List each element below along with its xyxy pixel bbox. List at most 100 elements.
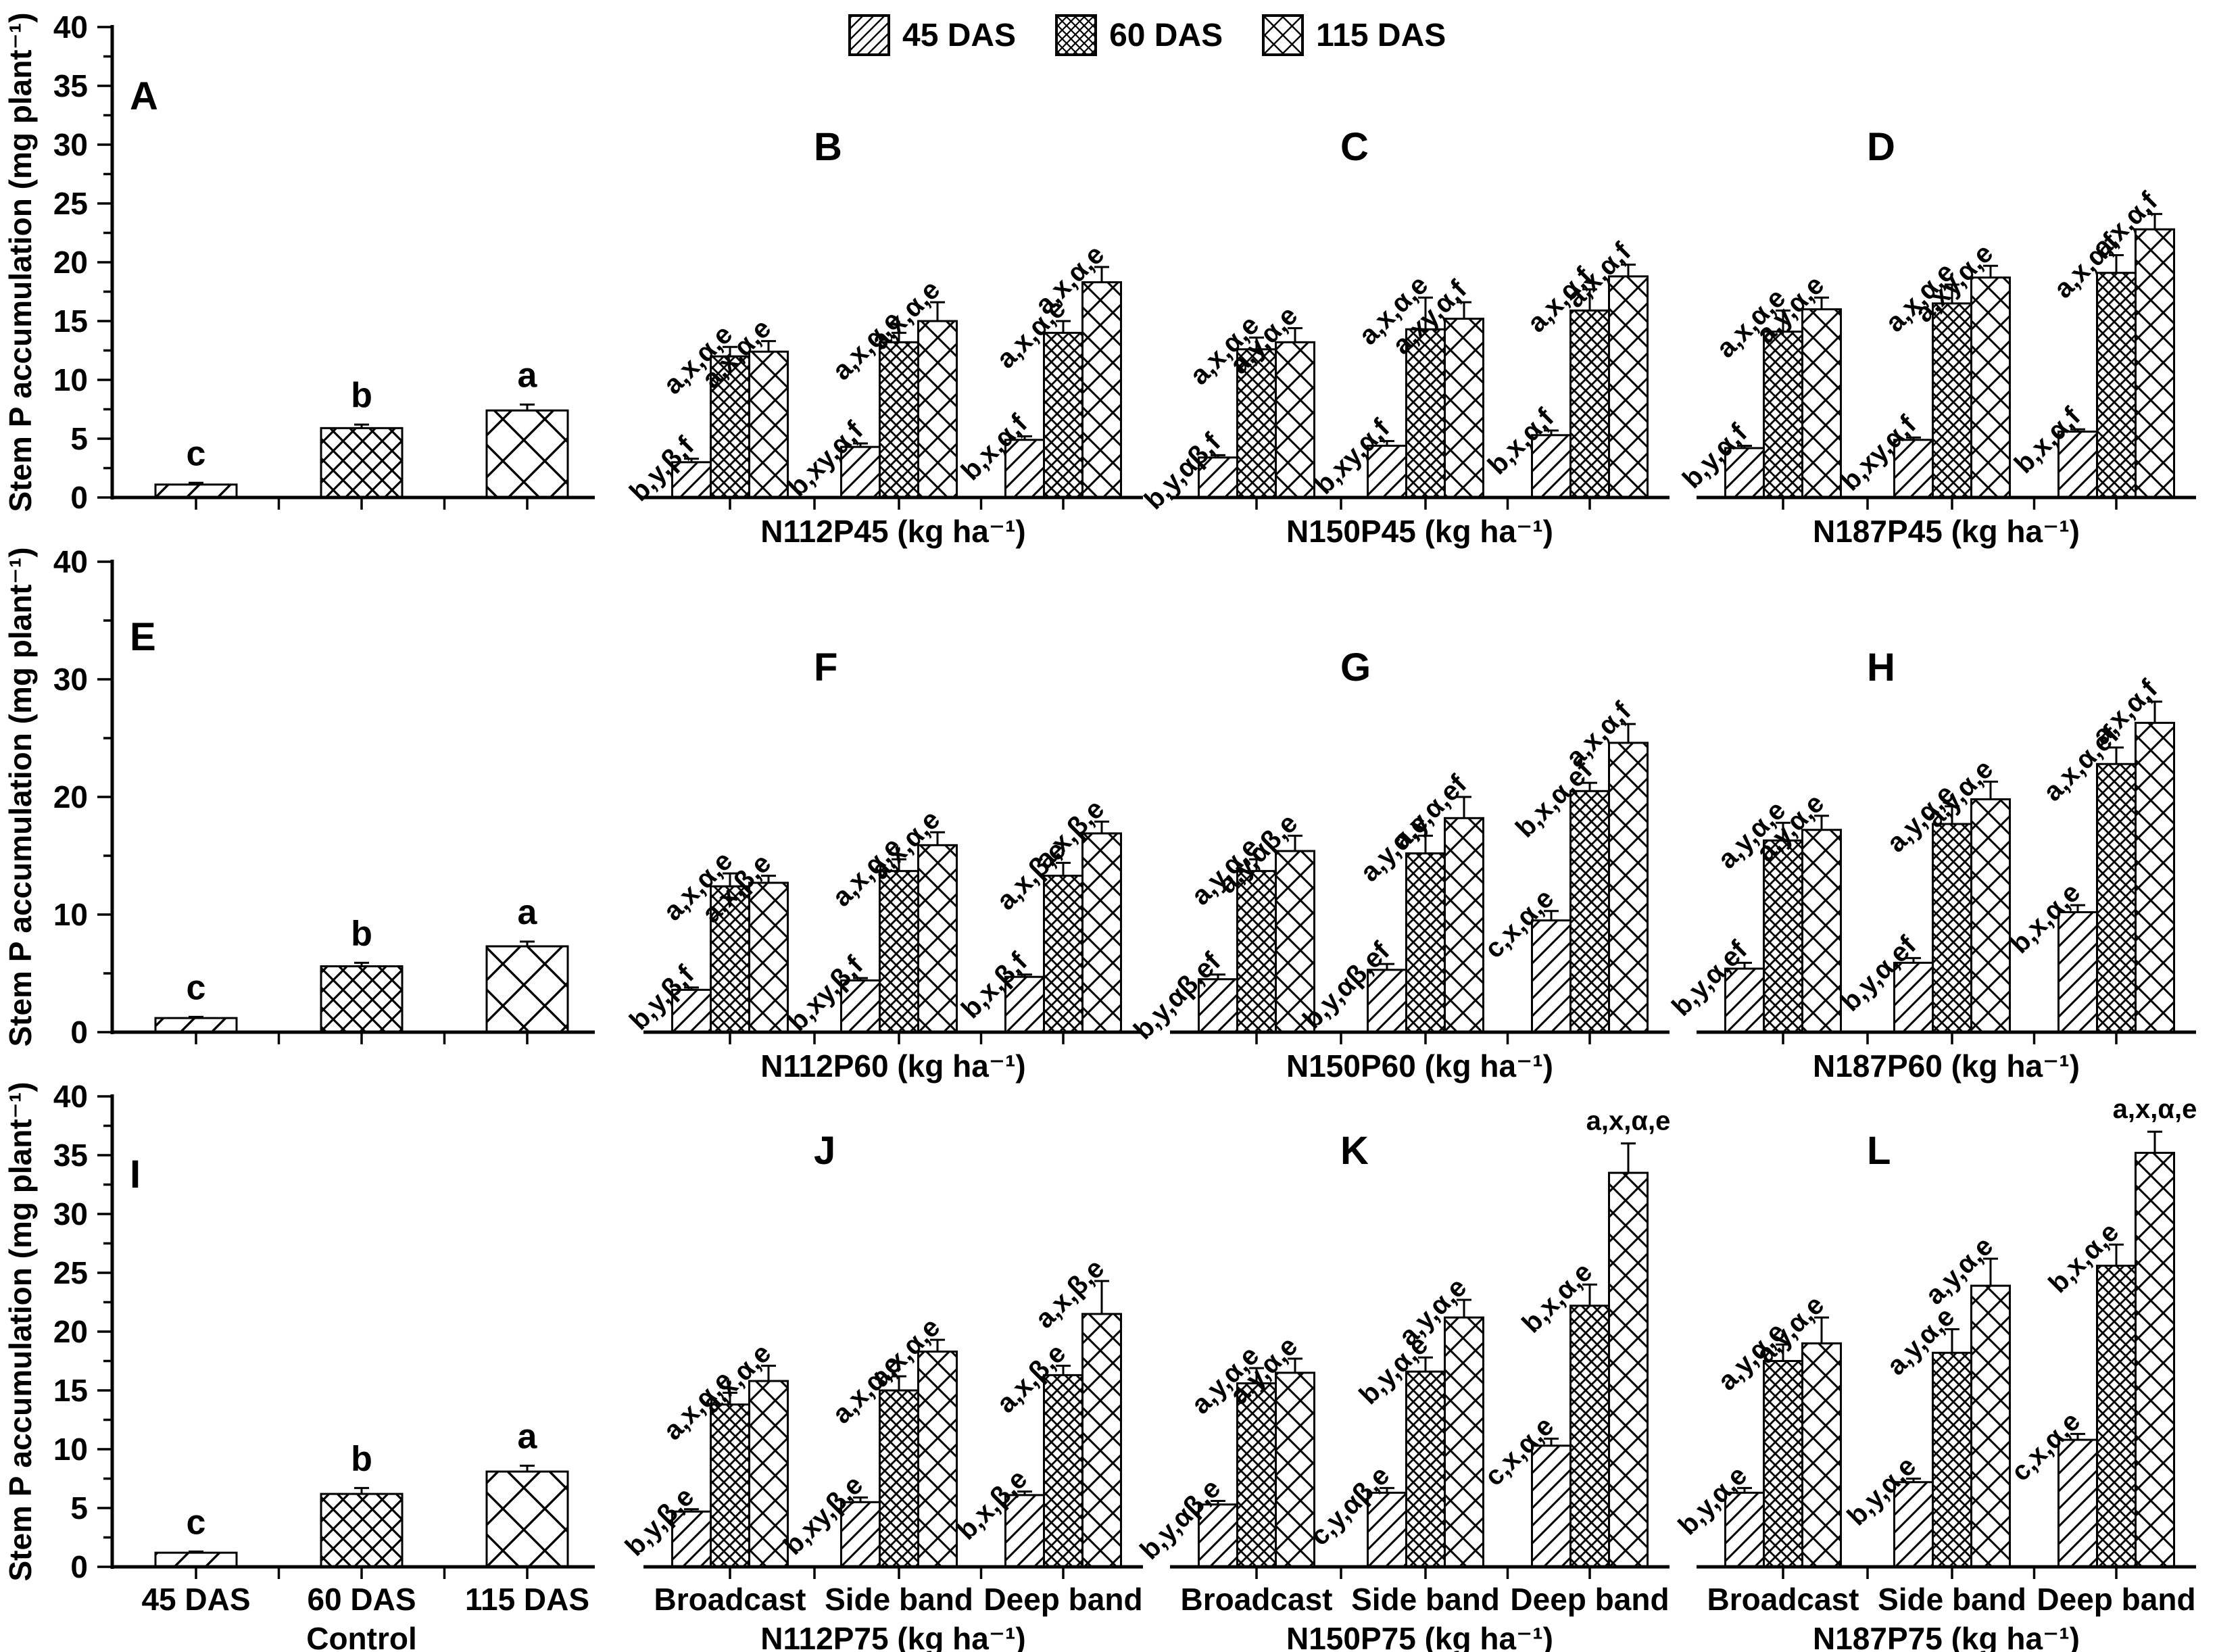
- bar: [2096, 762, 2137, 1034]
- bar: [710, 885, 750, 1034]
- x-axis-title: N112P60 (kg ha⁻¹): [760, 1048, 1025, 1084]
- y-tick-label: 40: [53, 1079, 88, 1114]
- bar: [710, 355, 750, 499]
- y-tick-label: 15: [53, 303, 88, 339]
- x-tick-label: Deep band: [2037, 1582, 2195, 1617]
- bar: [2096, 1265, 2137, 1568]
- bar: [2135, 228, 2175, 499]
- bar: [1608, 275, 1649, 499]
- x-tick-label: Side band: [825, 1582, 973, 1617]
- bar: [1724, 1491, 1765, 1568]
- x-tick-label: Deep band: [983, 1582, 1142, 1617]
- bar: [671, 461, 712, 499]
- y-axis-title: Stem P accumulation (mg plant⁻¹): [3, 12, 38, 512]
- wide-crosshatch-swatch-icon: [1262, 14, 1305, 56]
- bar: [485, 1470, 569, 1568]
- bar: [154, 1017, 238, 1034]
- bar: [1608, 1171, 1649, 1568]
- x-axis-title: N112P45 (kg ha⁻¹): [760, 514, 1025, 549]
- y-tick-label: 40: [53, 544, 88, 579]
- bar: [1444, 817, 1484, 1034]
- bar: [1970, 798, 2011, 1034]
- y-tick-label: 25: [53, 1255, 88, 1290]
- bar: [1405, 852, 1446, 1034]
- bar: [2057, 431, 2098, 499]
- bar: [1608, 742, 1649, 1034]
- y-tick-label: 0: [70, 480, 88, 515]
- x-tick-label: Side band: [1878, 1582, 2026, 1617]
- control-letter-annotation: a: [518, 893, 538, 932]
- bar: [1275, 341, 1315, 499]
- control-letter-annotation: a: [518, 356, 538, 395]
- y-axis-title: Stem P accumulation (mg plant⁻¹): [3, 1082, 38, 1581]
- bar: [1531, 919, 1572, 1034]
- bar: [2135, 1152, 2175, 1568]
- bar-annotation: a,x,α,e: [2113, 1094, 2197, 1124]
- bar: [1763, 839, 1803, 1034]
- x-tick-label: Broadcast: [1707, 1582, 1859, 1617]
- x-tick-label: Deep band: [1510, 1582, 1669, 1617]
- dense-crosshatch-swatch-icon: [1055, 14, 1098, 56]
- x-axis-title: N187P60 (kg ha⁻¹): [1813, 1048, 2080, 1084]
- bar: [1893, 439, 1934, 499]
- bar: [1081, 281, 1122, 499]
- panel-letter: K: [1340, 1129, 1369, 1173]
- bar: [1932, 302, 1972, 499]
- bar: [320, 427, 404, 499]
- bar: [879, 1389, 919, 1568]
- bar: [748, 350, 789, 499]
- panel-letter: D: [1867, 125, 1895, 169]
- diagonal-hatch-swatch-icon: [848, 14, 890, 56]
- x-axis-title: N150P75 (kg ha⁻¹): [1286, 1621, 1553, 1652]
- panel-letter: I: [130, 1152, 141, 1196]
- panel-letter: G: [1340, 646, 1371, 689]
- bar: [1198, 978, 1238, 1034]
- x-tick-label: 60 DAS: [307, 1582, 416, 1617]
- bar: [1236, 1382, 1277, 1568]
- y-tick-label: 15: [53, 1373, 88, 1408]
- bar-annotation: a,x,α,e: [1586, 1107, 1671, 1136]
- bar: [1236, 870, 1277, 1034]
- x-axis-title: N150P45 (kg ha⁻¹): [1286, 514, 1553, 549]
- panel-letter: F: [814, 646, 837, 689]
- y-tick-label: 40: [53, 9, 88, 45]
- control-letter-annotation: a: [518, 1417, 538, 1456]
- bar: [1970, 1284, 2011, 1568]
- bar: [485, 945, 569, 1034]
- y-tick-label: 0: [70, 1015, 88, 1050]
- panel-letter: J: [814, 1129, 835, 1173]
- control-letter-annotation: c: [187, 1503, 206, 1542]
- bar: [879, 341, 919, 499]
- bar: [1932, 1351, 1972, 1568]
- y-tick-label: 5: [70, 421, 88, 456]
- bar: [710, 1403, 750, 1568]
- control-letter-annotation: b: [351, 914, 372, 953]
- bar: [1275, 850, 1315, 1034]
- bar: [154, 1551, 238, 1568]
- y-tick-label: 20: [53, 245, 88, 280]
- panel-letter: A: [130, 74, 158, 118]
- legend-item-60das: 60 DAS: [1055, 14, 1223, 56]
- bar: [1004, 439, 1045, 499]
- legend-item-45das: 45 DAS: [848, 14, 1016, 56]
- bar: [2057, 911, 2098, 1034]
- y-tick-label: 10: [53, 897, 88, 932]
- bar: [1932, 823, 1972, 1034]
- bar: [1531, 1444, 1572, 1568]
- bar: [320, 1492, 404, 1568]
- bar: [671, 988, 712, 1034]
- panel-letter: E: [130, 615, 156, 659]
- panel-letter: L: [1867, 1129, 1891, 1173]
- panel-letter: C: [1340, 125, 1369, 169]
- x-tick-label: Side band: [1351, 1582, 1500, 1617]
- x-tick-label: Broadcast: [1181, 1582, 1333, 1617]
- control-letter-annotation: b: [351, 1439, 372, 1478]
- bar: [1081, 832, 1122, 1034]
- control-letter-annotation: c: [187, 434, 206, 473]
- y-tick-label: 5: [70, 1490, 88, 1526]
- bar: [1444, 318, 1484, 499]
- legend-label-60das: 60 DAS: [1109, 17, 1223, 53]
- y-tick-label: 35: [53, 68, 88, 103]
- bar: [1724, 447, 1765, 499]
